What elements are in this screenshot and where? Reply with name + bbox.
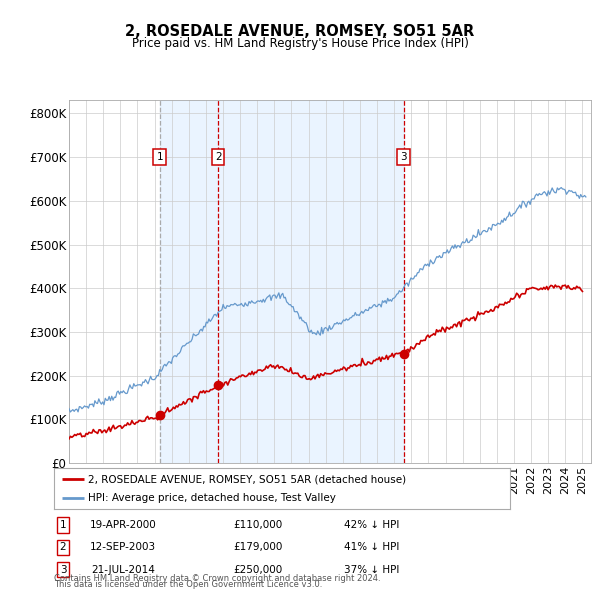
Text: 2, ROSEDALE AVENUE, ROMSEY, SO51 5AR: 2, ROSEDALE AVENUE, ROMSEY, SO51 5AR: [125, 24, 475, 38]
Text: 21-JUL-2014: 21-JUL-2014: [91, 565, 155, 575]
Text: 1: 1: [157, 152, 163, 162]
Text: 12-SEP-2003: 12-SEP-2003: [90, 542, 156, 552]
Text: 2: 2: [215, 152, 221, 162]
Text: 19-APR-2000: 19-APR-2000: [89, 520, 157, 530]
Text: 41% ↓ HPI: 41% ↓ HPI: [344, 542, 400, 552]
Text: 2: 2: [59, 542, 67, 552]
Text: 37% ↓ HPI: 37% ↓ HPI: [344, 565, 400, 575]
Text: HPI: Average price, detached house, Test Valley: HPI: Average price, detached house, Test…: [88, 493, 336, 503]
Text: This data is licensed under the Open Government Licence v3.0.: This data is licensed under the Open Gov…: [54, 581, 322, 589]
Text: £250,000: £250,000: [233, 565, 283, 575]
Text: £110,000: £110,000: [233, 520, 283, 530]
Text: Price paid vs. HM Land Registry's House Price Index (HPI): Price paid vs. HM Land Registry's House …: [131, 37, 469, 50]
Bar: [160, 100, 404, 463]
Text: 1: 1: [59, 520, 67, 530]
Text: 3: 3: [59, 565, 67, 575]
Text: 3: 3: [400, 152, 407, 162]
Text: Contains HM Land Registry data © Crown copyright and database right 2024.: Contains HM Land Registry data © Crown c…: [54, 574, 380, 583]
Text: £179,000: £179,000: [233, 542, 283, 552]
Text: 2, ROSEDALE AVENUE, ROMSEY, SO51 5AR (detached house): 2, ROSEDALE AVENUE, ROMSEY, SO51 5AR (de…: [88, 474, 406, 484]
Text: 42% ↓ HPI: 42% ↓ HPI: [344, 520, 400, 530]
